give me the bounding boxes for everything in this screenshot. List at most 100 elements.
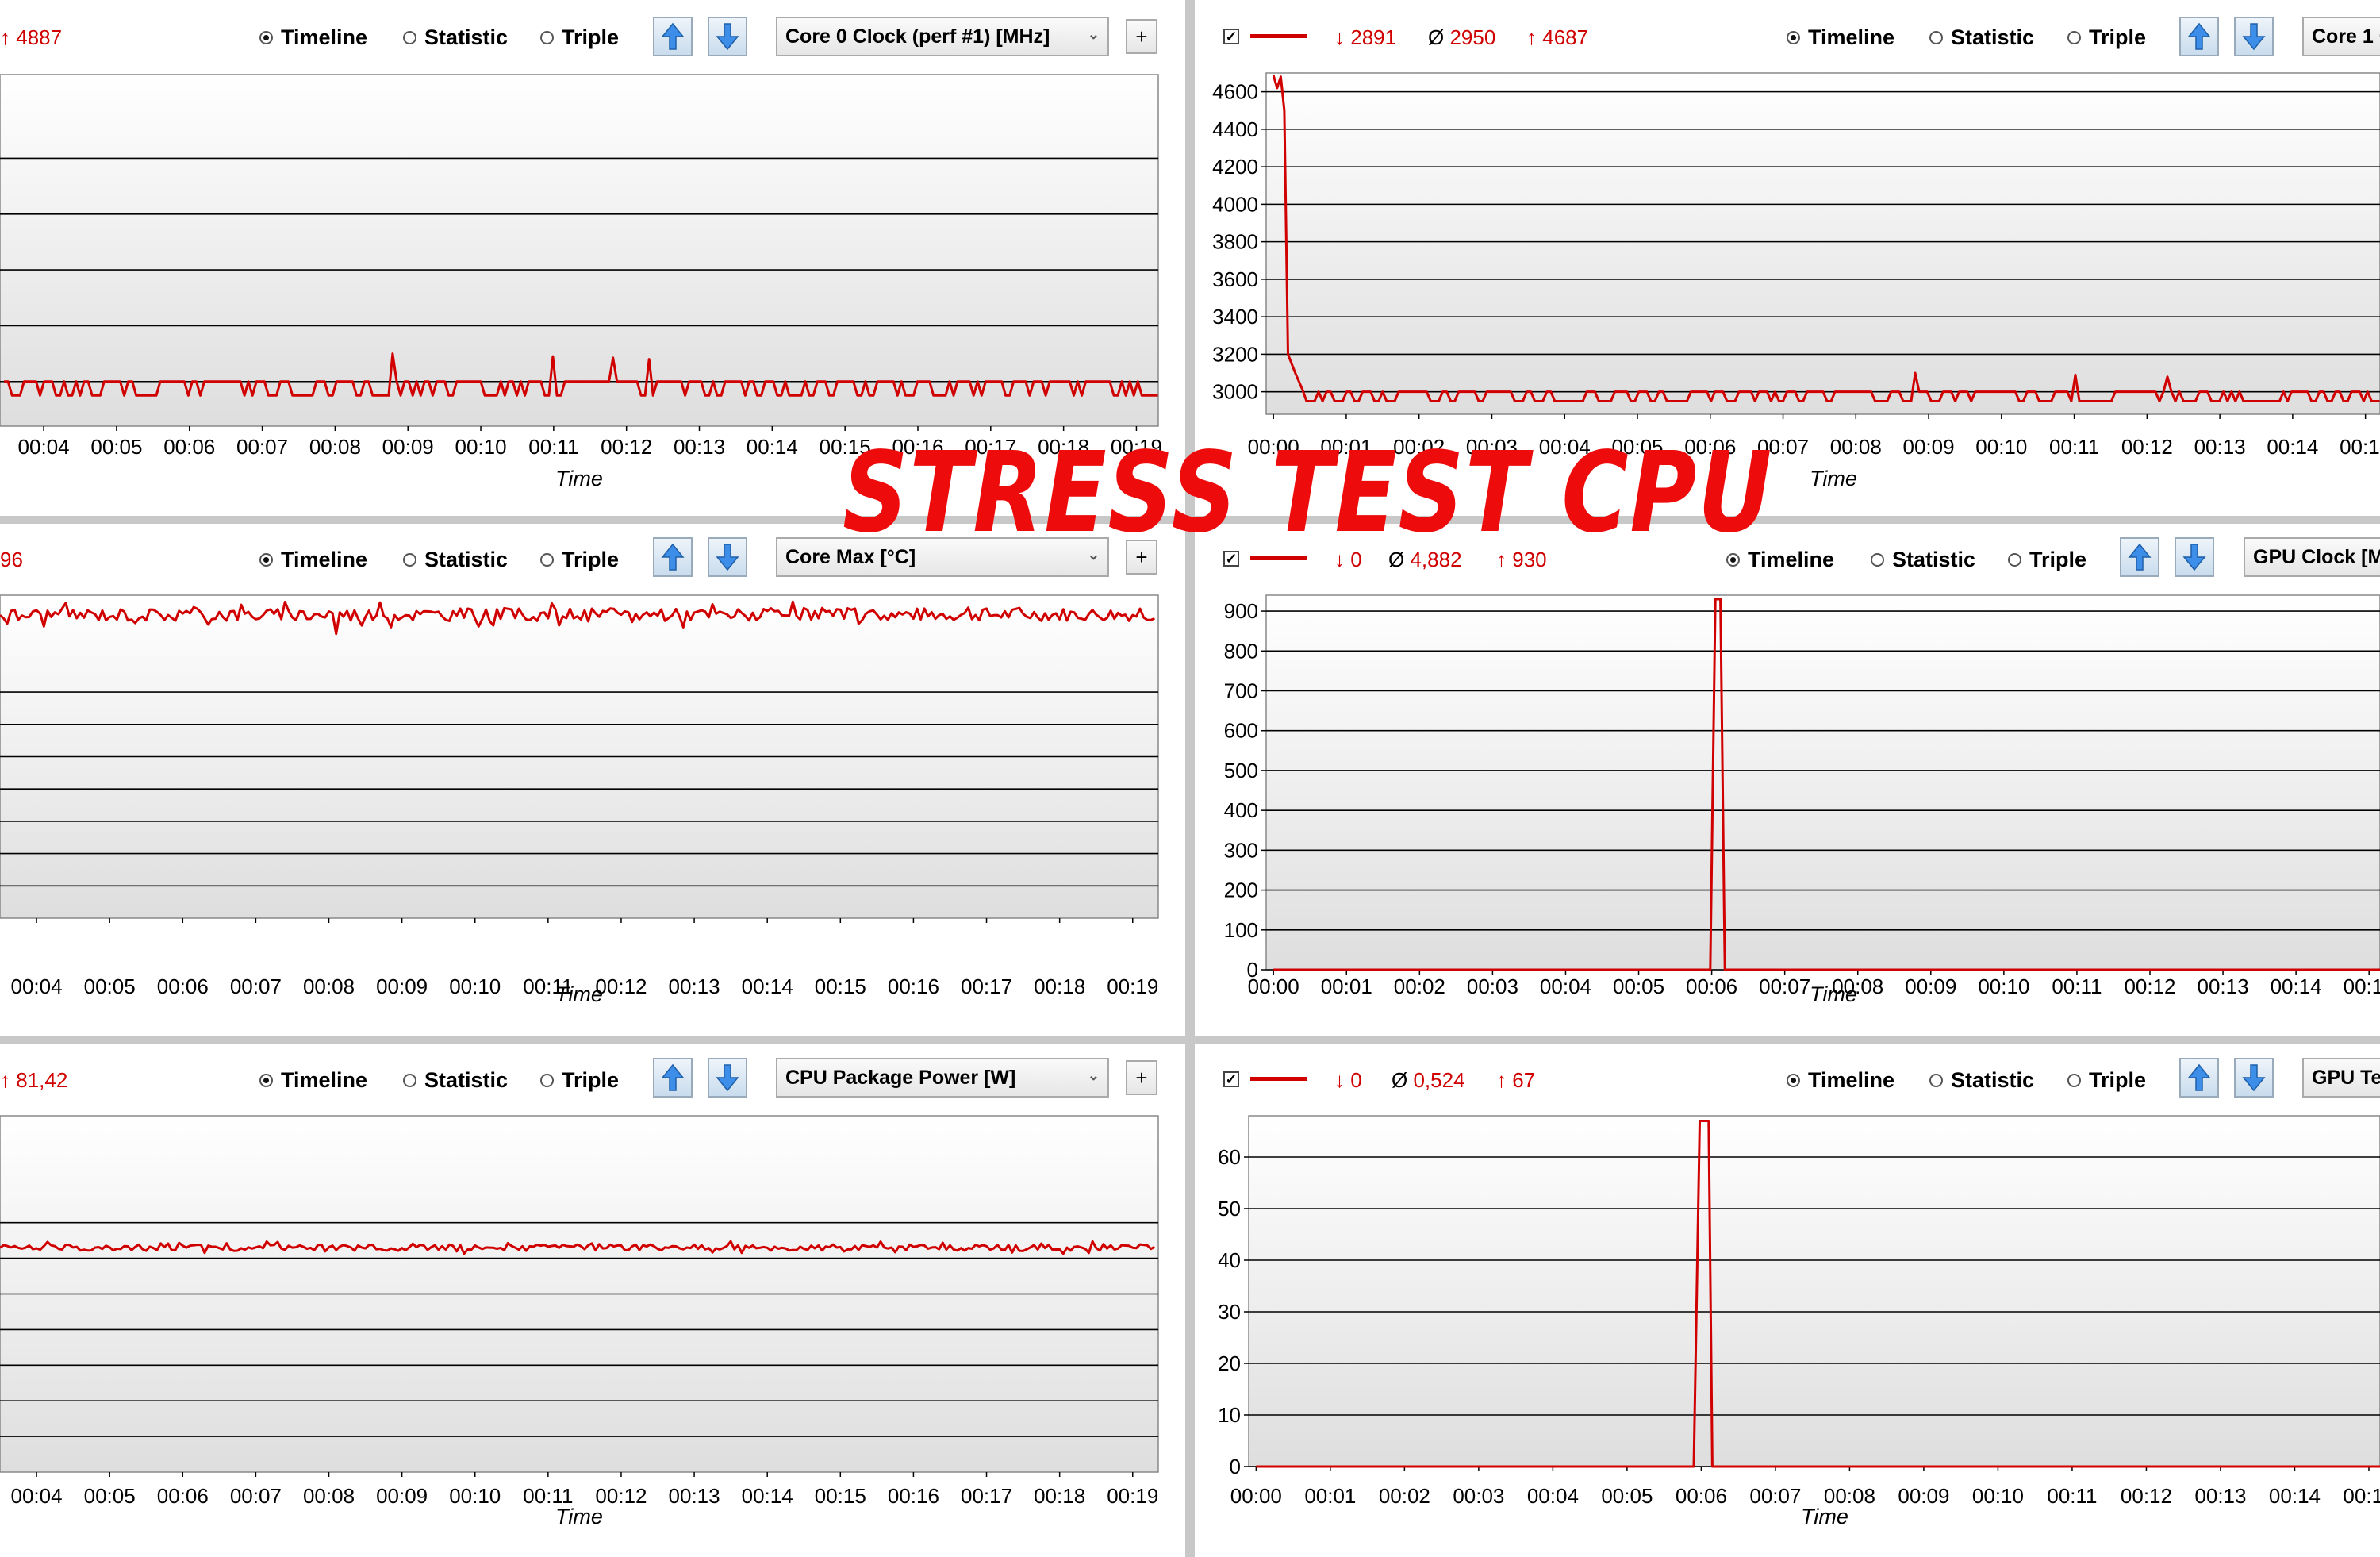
plus-icon: + xyxy=(1135,544,1148,569)
sort-down-button[interactable] xyxy=(708,1058,747,1098)
x-tick-label: 00:18 xyxy=(1034,975,1085,998)
x-tick-label: 00:10 xyxy=(449,1484,501,1508)
radio-triple[interactable]: Triple xyxy=(2067,1068,2146,1093)
x-tick-label: 00:14 xyxy=(747,435,798,459)
chart-plot: 3000 3200 3400 3600 3800 4000 4200 4400 4600 00:0… xyxy=(1212,72,2380,490)
chart-panel: ↑ 4887 Timeline Statistic Triple Core 0 … xyxy=(0,0,1185,516)
arrow-down-icon xyxy=(716,23,739,51)
y-tick-label: 100 xyxy=(1224,918,1258,942)
radio-icon xyxy=(540,553,554,567)
sort-down-button[interactable] xyxy=(708,537,747,577)
radio-statistic[interactable]: Statistic xyxy=(1871,548,1975,572)
chart-panel: ✓ ↓ 2891 Ø 2950 ↑ 4687 Timeline Statisti… xyxy=(1195,0,2380,516)
radio-icon xyxy=(1929,1074,1943,1087)
radio-statistic[interactable]: Statistic xyxy=(403,25,508,50)
radio-triple[interactable]: Triple xyxy=(540,1068,619,1093)
radio-timeline[interactable]: Timeline xyxy=(259,25,367,50)
x-tick-label: 00:12 xyxy=(2121,1484,2172,1508)
radio-timeline[interactable]: Timeline xyxy=(259,1068,367,1093)
x-tick-label: 00:06 xyxy=(1676,1484,1727,1508)
series-checkbox[interactable]: ✓ xyxy=(1223,1071,1239,1087)
y-tick-label: 4600 xyxy=(1212,80,1258,104)
radio-label: Statistic xyxy=(1951,25,2035,49)
sensor-select[interactable]: GPU Te xyxy=(2302,1058,2380,1098)
radio-triple[interactable]: Triple xyxy=(540,548,619,572)
max-stat: 96 xyxy=(0,548,23,572)
series-checkbox[interactable]: ✓ xyxy=(1223,29,1239,44)
y-tick-label: 500 xyxy=(1224,759,1258,782)
sort-down-button[interactable] xyxy=(2175,537,2214,577)
x-tick-label: 00:09 xyxy=(376,975,428,998)
sensor-select[interactable]: Core 0 Clock (perf #1) [MHz] ⌄ xyxy=(776,17,1109,56)
series-checkbox[interactable]: ✓ xyxy=(1223,551,1239,567)
series-line xyxy=(1273,598,2380,971)
sort-down-button[interactable] xyxy=(708,17,747,56)
radio-label: Triple xyxy=(2029,548,2087,571)
y-tick-label: 700 xyxy=(1224,679,1258,703)
radio-timeline[interactable]: Timeline xyxy=(1726,548,1834,572)
radio-icon xyxy=(259,31,273,44)
sort-up-button[interactable] xyxy=(653,17,693,56)
x-tick-label: 00:09 xyxy=(382,435,434,459)
sensor-select[interactable]: GPU Clock [M xyxy=(2244,537,2380,577)
x-tick-label: 00:04 xyxy=(11,1484,63,1508)
x-tick-label: 00:01 xyxy=(1304,1484,1356,1508)
radio-statistic[interactable]: Statistic xyxy=(1929,1068,2034,1093)
radio-timeline[interactable]: Timeline xyxy=(1787,25,1894,50)
radio-statistic[interactable]: Statistic xyxy=(403,548,508,572)
x-tick-label: 00:04 xyxy=(1527,1484,1579,1508)
radio-statistic[interactable]: Statistic xyxy=(403,1068,508,1093)
add-graph-button[interactable]: + xyxy=(1126,1060,1157,1095)
max-stat: ↑ 67 xyxy=(1496,1068,1536,1092)
x-tick-label: 00:11 xyxy=(2047,1484,2097,1508)
x-tick-label: 00:05 xyxy=(84,975,136,998)
series-line xyxy=(0,1240,1156,1255)
radio-label: Timeline xyxy=(1748,548,1835,571)
radio-timeline[interactable]: Timeline xyxy=(259,548,367,572)
radio-timeline[interactable]: Timeline xyxy=(1787,1068,1894,1093)
series-line xyxy=(1272,75,2380,402)
chart-plot: 00:04 00:05 00:06 00:07 00:08 00:09 00:10 00:11… xyxy=(0,1115,1159,1528)
add-graph-button[interactable]: + xyxy=(1126,19,1157,54)
radio-statistic[interactable]: Statistic xyxy=(1929,25,2034,50)
radio-icon xyxy=(259,1074,273,1087)
radio-triple[interactable]: Triple xyxy=(2008,548,2086,572)
series-legend-line xyxy=(1250,556,1307,560)
x-tick-label: 00:08 xyxy=(1824,1484,1875,1508)
radio-icon xyxy=(259,553,273,567)
sort-down-button[interactable] xyxy=(2234,1058,2274,1098)
max-stat: ↑ 930 xyxy=(1496,548,1547,571)
radio-triple[interactable]: Triple xyxy=(2067,25,2146,50)
sort-up-button[interactable] xyxy=(653,537,693,577)
add-graph-button[interactable]: + xyxy=(1126,540,1157,575)
chart-panel: ✓ ↓ 0 Ø 0,524 ↑ 67 Timeline Statistic Tr… xyxy=(1195,1044,2380,1557)
sensor-select[interactable]: CPU Package Power [W] ⌄ xyxy=(776,1058,1109,1098)
sensor-select-value: Core Max [°C] xyxy=(785,545,916,568)
sort-up-button[interactable] xyxy=(2179,1058,2219,1098)
sort-up-button[interactable] xyxy=(2120,537,2159,577)
sort-up-button[interactable] xyxy=(653,1058,693,1098)
max-value: 67 xyxy=(1512,1068,1536,1092)
x-tick-label: 00:10 xyxy=(1978,975,2029,998)
x-tick-label: 00:15 xyxy=(820,435,871,459)
radio-triple[interactable]: Triple xyxy=(540,25,619,50)
sensor-select[interactable]: Core 1 C xyxy=(2302,17,2380,56)
series-line xyxy=(4,352,1158,397)
x-tick-label: 00:10 xyxy=(449,975,501,998)
max-stat: ↑ 81,42 xyxy=(0,1068,68,1092)
sensor-select-value: Core 0 Clock (perf #1) [MHz] xyxy=(785,25,1050,48)
x-tick-label: 00:05 xyxy=(1601,1484,1653,1508)
x-tick-label: 00:10 xyxy=(455,435,506,459)
min-stat: ↓ 0 xyxy=(1334,548,1362,571)
x-tick-label: 00:05 xyxy=(84,1484,136,1508)
y-tick-label: 800 xyxy=(1224,639,1258,663)
plot-area xyxy=(1248,1115,2380,1467)
sort-down-button[interactable] xyxy=(2234,17,2274,56)
sensor-select[interactable]: Core Max [°C] ⌄ xyxy=(776,537,1109,577)
y-tick-label: 20 xyxy=(1218,1351,1241,1375)
x-tick-label: 00:12 xyxy=(2121,435,2173,459)
max-stat: ↑ 4887 xyxy=(0,25,63,49)
sort-up-button[interactable] xyxy=(2179,17,2219,56)
x-tick-label: 00:13 xyxy=(2194,435,2246,459)
radio-label: Triple xyxy=(562,1068,620,1092)
